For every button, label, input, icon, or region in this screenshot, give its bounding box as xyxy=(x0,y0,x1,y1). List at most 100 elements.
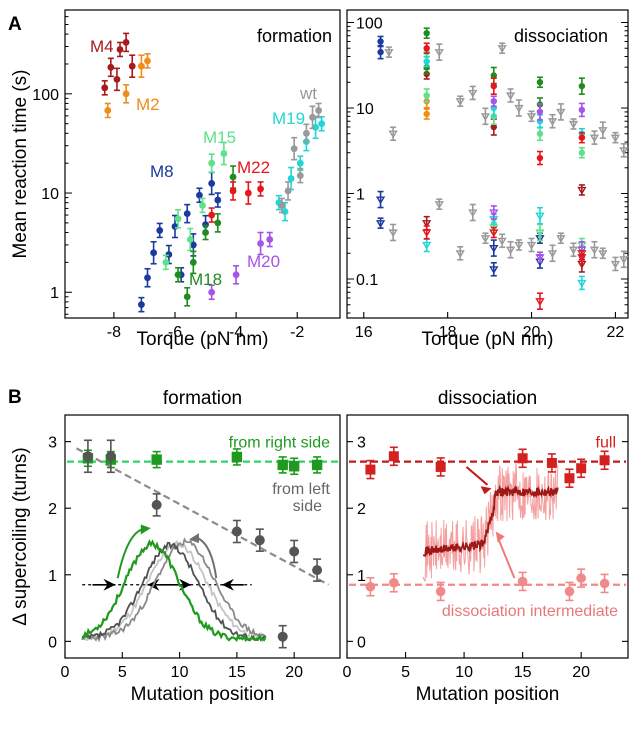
y-axis-label: Mean reaction time (s) xyxy=(10,69,31,258)
y-tick-label: 1 xyxy=(50,285,59,302)
data-point xyxy=(526,113,537,122)
data-point xyxy=(257,240,264,247)
data-point xyxy=(113,75,121,83)
data-point xyxy=(535,212,545,221)
data-point xyxy=(151,454,162,465)
data-point xyxy=(577,186,587,195)
data-point xyxy=(517,576,528,587)
data-point xyxy=(578,106,586,114)
x-tick-label: 10 xyxy=(455,664,473,681)
data-point xyxy=(577,254,587,262)
x-tick-label: 5 xyxy=(401,664,410,681)
data-point xyxy=(610,260,621,269)
data-point xyxy=(254,535,265,546)
data-point xyxy=(208,180,216,187)
data-point xyxy=(568,120,579,129)
y-tick-label: 0 xyxy=(48,634,57,651)
x-tick-label: 22 xyxy=(607,324,625,341)
data-point xyxy=(309,113,316,121)
arrow-head xyxy=(140,524,151,535)
data-point xyxy=(599,578,610,589)
data-point xyxy=(455,98,465,107)
full-label: full xyxy=(596,435,616,452)
series-label: M4 xyxy=(90,37,114,56)
smoothed-trace xyxy=(422,484,559,557)
panel-a-right-frame xyxy=(346,9,629,319)
x-tick-label: 18 xyxy=(439,324,457,341)
data-point xyxy=(564,586,575,597)
y-tick-label: 0.1 xyxy=(356,272,378,289)
x-tick-label: 0 xyxy=(343,664,352,681)
data-point xyxy=(162,258,170,266)
panel-b-left-title: formation xyxy=(163,388,242,409)
data-point xyxy=(547,250,558,259)
arrow-head xyxy=(480,486,492,495)
data-point xyxy=(480,113,491,122)
data-point xyxy=(290,145,298,153)
intermediate-arrow xyxy=(497,537,516,579)
data-point xyxy=(468,209,478,218)
x-axis-label: Torque (pN nm) xyxy=(422,329,554,350)
series-label: M15 xyxy=(203,128,236,147)
y-tick-label: 2 xyxy=(48,501,57,518)
data-point xyxy=(296,172,304,179)
data-point xyxy=(517,453,528,464)
data-point xyxy=(296,159,304,167)
series-label: M8 xyxy=(150,162,174,181)
data-point xyxy=(480,235,491,243)
panel-a-left-title: formation xyxy=(257,26,332,46)
data-point xyxy=(576,573,586,583)
data-point xyxy=(535,229,545,238)
series-label: M22 xyxy=(237,158,270,177)
data-point xyxy=(151,499,162,510)
data-point xyxy=(174,271,182,279)
data-point xyxy=(287,175,295,182)
data-point xyxy=(137,301,145,309)
data-point xyxy=(564,473,575,484)
data-point xyxy=(423,110,430,118)
data-point xyxy=(422,229,432,238)
data-point xyxy=(189,258,197,266)
data-point xyxy=(214,196,222,204)
trace-light-gray xyxy=(81,539,267,643)
data-point xyxy=(556,108,566,117)
data-point xyxy=(266,236,274,243)
data-point xyxy=(389,577,399,588)
data-point xyxy=(489,266,499,275)
data-point xyxy=(365,464,376,475)
data-point xyxy=(576,463,587,474)
data-point xyxy=(490,123,497,131)
data-point xyxy=(599,455,610,466)
data-point xyxy=(289,546,300,557)
series-label: M18 xyxy=(189,270,222,289)
data-point xyxy=(578,149,586,156)
left-side-fit-line xyxy=(75,447,330,586)
data-point xyxy=(556,235,566,243)
arrow-head xyxy=(495,531,505,543)
series-label: M20 xyxy=(247,252,280,271)
panel-label-a: A xyxy=(8,14,22,35)
data-point xyxy=(208,159,216,167)
y-tick-label: 10 xyxy=(356,101,374,118)
data-point xyxy=(174,215,182,223)
x-tick-label: -2 xyxy=(290,324,304,341)
data-point xyxy=(535,254,545,262)
y-tick-label: 3 xyxy=(357,435,366,452)
data-point xyxy=(365,581,376,592)
y-tick-label: 2 xyxy=(357,501,366,518)
data-point xyxy=(137,62,145,70)
data-point xyxy=(105,451,116,462)
data-point xyxy=(619,147,629,156)
data-point xyxy=(144,57,151,65)
data-point xyxy=(435,586,446,597)
trace-green xyxy=(81,538,267,643)
data-point xyxy=(505,246,516,255)
data-point xyxy=(104,107,112,114)
x-tick-label: 20 xyxy=(572,664,590,681)
data-point xyxy=(423,45,430,52)
raw-trace xyxy=(422,462,559,582)
y-axis-label: Δ supercoiling (turns) xyxy=(10,447,31,626)
data-point xyxy=(375,196,386,205)
data-point xyxy=(422,241,432,250)
